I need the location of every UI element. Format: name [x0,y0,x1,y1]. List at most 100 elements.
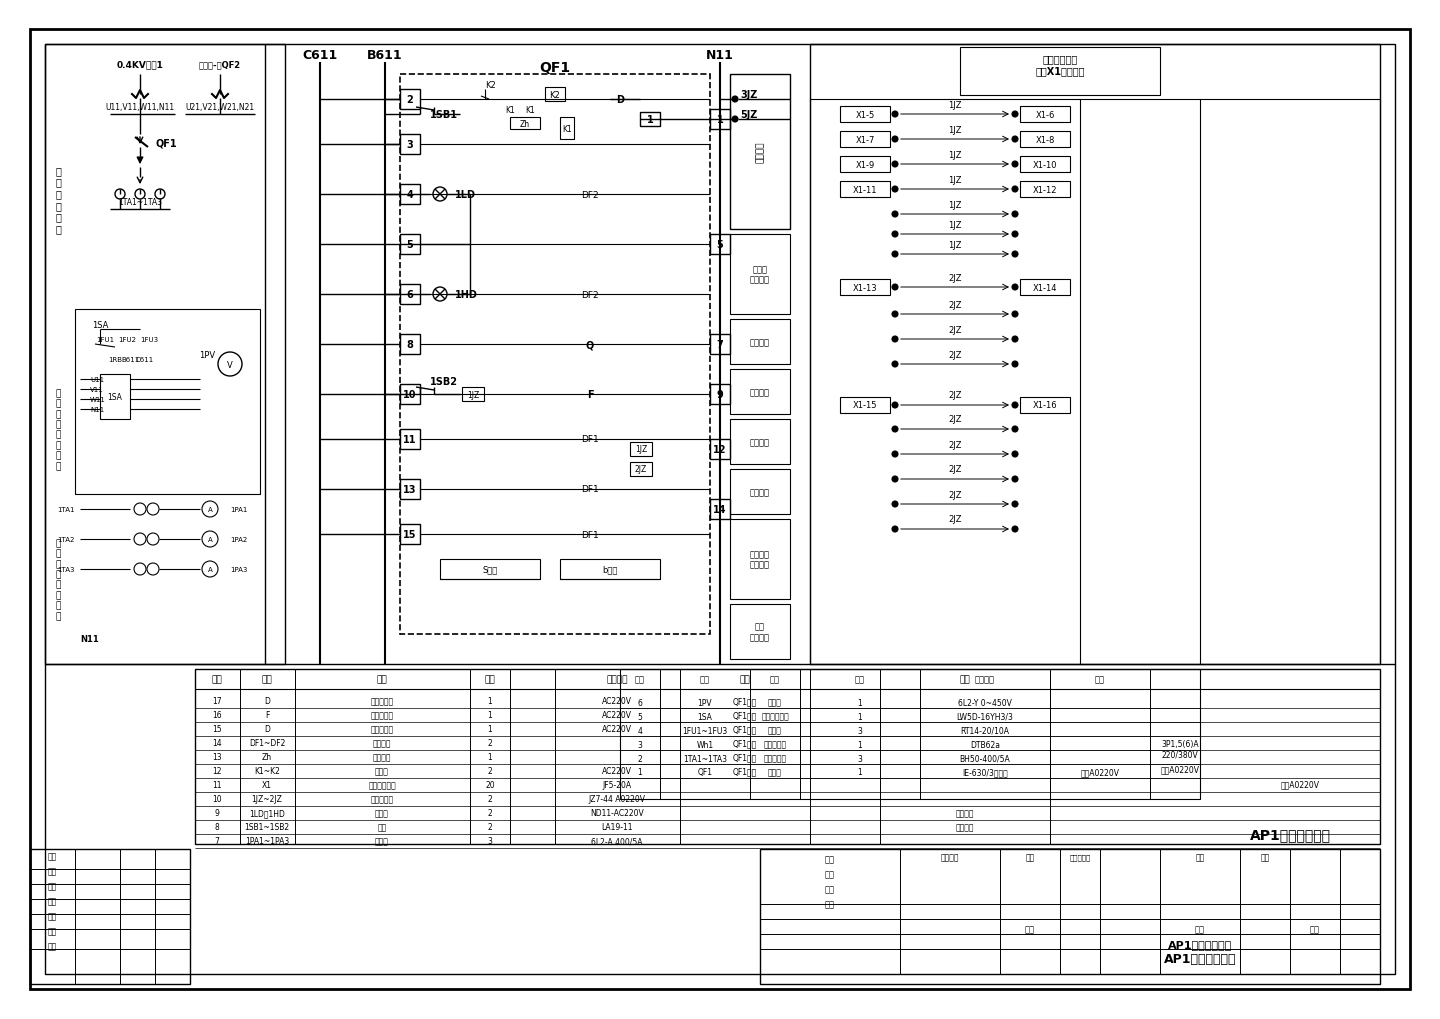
Text: 二次A0220V: 二次A0220V [1280,780,1319,789]
Text: 万能转换开关: 万能转换开关 [762,712,789,720]
Text: D: D [616,95,624,105]
Text: A: A [207,567,212,573]
Text: C611: C611 [302,49,337,61]
Text: BH50-400/5A: BH50-400/5A [959,754,1011,763]
Bar [840,157,890,173]
Text: 数量: 数量 [485,675,495,684]
Text: QF1: QF1 [540,61,570,75]
Text: V11: V11 [91,386,104,392]
Bar [710,384,730,405]
Text: 型号规格: 型号规格 [975,675,995,684]
Circle shape [1012,427,1018,433]
Text: 2JZ: 2JZ [949,515,962,524]
Text: AP1柜二次原理图: AP1柜二次原理图 [1164,953,1237,966]
Bar [441,559,540,580]
Text: K1~K2: K1~K2 [253,766,279,775]
Text: C611: C611 [135,357,154,363]
Circle shape [891,312,899,318]
Text: 1LD: 1LD [455,190,477,200]
Text: AP1柜二次原理图: AP1柜二次原理图 [1250,827,1331,841]
Text: 17: 17 [212,697,222,706]
Text: 6: 6 [406,289,413,300]
Text: X1-10: X1-10 [1032,160,1057,169]
Circle shape [1012,162,1018,168]
Text: 增加辅助
触点回路: 增加辅助 触点回路 [750,550,770,570]
Text: 1TA1~1TA3: 1TA1~1TA3 [118,198,163,207]
Text: 6L2-Y 0~450V: 6L2-Y 0~450V [958,698,1012,707]
Text: 1JZ: 1JZ [949,151,962,159]
Text: 代号: 代号 [700,675,710,684]
Circle shape [891,186,899,193]
Text: 1: 1 [638,767,642,776]
Text: 3: 3 [488,837,492,846]
Text: U11: U11 [91,377,104,382]
Circle shape [1012,112,1018,118]
Text: JZ7-44 A0220V: JZ7-44 A0220V [589,795,645,804]
Text: 1TA1: 1TA1 [58,506,75,513]
Text: 1: 1 [858,712,863,720]
Bar [631,442,652,457]
Text: 1JZ: 1JZ [949,101,962,109]
Text: DTB62a: DTB62a [971,740,999,749]
Text: 更改文件号: 更改文件号 [1070,854,1090,860]
Circle shape [891,231,899,237]
Bar [730,604,791,659]
Circle shape [1012,312,1018,318]
Text: 9: 9 [215,809,219,817]
Text: 配套备一: 配套备一 [956,822,975,832]
Text: 更改标记: 更改标记 [940,853,959,862]
Text: 备注: 备注 [959,675,971,684]
Bar [1020,107,1070,123]
Text: 电压表: 电压表 [768,698,782,707]
Text: 6L2-A 400/5A: 6L2-A 400/5A [592,837,642,846]
Circle shape [891,162,899,168]
Text: F: F [586,389,593,399]
Bar [840,131,890,148]
Text: Q: Q [586,339,595,350]
Text: 11: 11 [403,434,416,444]
Text: 14: 14 [713,504,727,515]
Bar [400,75,710,635]
Text: K2: K2 [485,81,495,90]
Text: 单相A0220V: 单相A0220V [1161,764,1200,773]
Text: D: D [264,697,269,706]
Text: IE-630/3抽出式: IE-630/3抽出式 [962,767,1008,776]
Text: 8: 8 [406,339,413,350]
Bar [544,88,564,102]
Text: 1SA: 1SA [108,392,122,401]
Text: 1: 1 [858,740,863,749]
Bar [621,669,1200,799]
Text: 15: 15 [212,725,222,734]
Text: 批准: 批准 [825,900,835,909]
Text: AP1柜二次原理图: AP1柜二次原理图 [1168,940,1233,949]
Bar [1020,181,1070,198]
Text: AC220V: AC220V [602,711,632,719]
Circle shape [1012,336,1018,342]
Text: 3: 3 [858,754,863,763]
Text: 1PV: 1PV [199,351,215,359]
Text: QF1: QF1 [697,767,713,776]
Circle shape [891,451,899,458]
Text: DF2: DF2 [582,191,599,200]
Bar [730,75,791,229]
Text: X1-7: X1-7 [855,136,874,145]
Text: 2: 2 [488,739,492,748]
Text: 电流表: 电流表 [374,837,389,846]
Text: 2JZ: 2JZ [635,465,647,474]
Text: 1RB: 1RB [108,357,122,363]
Text: A: A [207,506,212,513]
Text: X1-6: X1-6 [1035,110,1054,119]
Circle shape [1012,527,1018,533]
Text: 增加辅助触点
对应X1端子序号: 增加辅助触点 对应X1端子序号 [1035,54,1084,75]
Text: 2JZ: 2JZ [949,415,962,424]
Text: 2JZ: 2JZ [949,273,962,282]
Circle shape [891,427,899,433]
Circle shape [1012,403,1018,409]
Text: 6: 6 [638,698,642,707]
Text: D: D [264,725,269,734]
Circle shape [891,362,899,368]
Text: 日期: 日期 [1260,853,1270,862]
Text: 1SA: 1SA [697,712,713,720]
Bar [710,234,730,255]
Text: ND11-AC220V: ND11-AC220V [590,809,644,817]
